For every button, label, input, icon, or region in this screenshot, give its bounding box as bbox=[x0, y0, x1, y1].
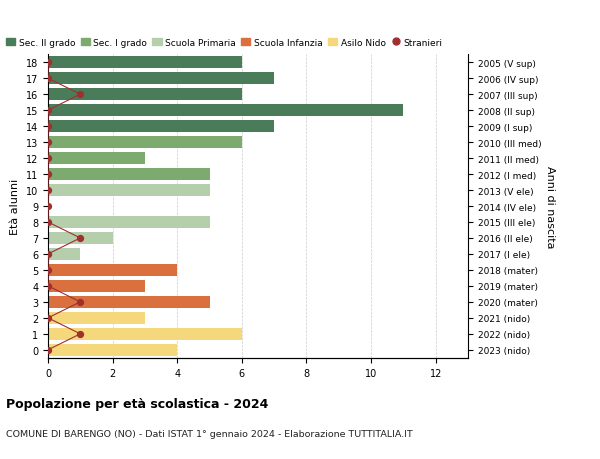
Bar bbox=[48, 137, 242, 149]
Point bbox=[76, 91, 85, 99]
Point bbox=[43, 187, 53, 194]
Bar bbox=[48, 264, 177, 276]
Point bbox=[43, 139, 53, 146]
Text: COMUNE DI BARENGO (NO) - Dati ISTAT 1° gennaio 2024 - Elaborazione TUTTITALIA.IT: COMUNE DI BARENGO (NO) - Dati ISTAT 1° g… bbox=[6, 429, 413, 438]
Point bbox=[43, 107, 53, 115]
Text: Popolazione per età scolastica - 2024: Popolazione per età scolastica - 2024 bbox=[6, 397, 268, 410]
Point bbox=[76, 235, 85, 242]
Point bbox=[43, 123, 53, 130]
Bar bbox=[48, 89, 242, 101]
Bar bbox=[48, 169, 209, 181]
Y-axis label: Anni di nascita: Anni di nascita bbox=[545, 165, 555, 248]
Point bbox=[43, 155, 53, 162]
Point bbox=[43, 251, 53, 258]
Bar bbox=[48, 217, 209, 229]
Bar bbox=[48, 232, 113, 244]
Point bbox=[43, 267, 53, 274]
Y-axis label: Età alunni: Età alunni bbox=[10, 179, 20, 235]
Bar bbox=[48, 248, 80, 260]
Legend: Sec. II grado, Sec. I grado, Scuola Primaria, Scuola Infanzia, Asilo Nido, Stran: Sec. II grado, Sec. I grado, Scuola Prim… bbox=[6, 39, 443, 48]
Bar bbox=[48, 280, 145, 292]
Bar bbox=[48, 185, 209, 196]
Point bbox=[76, 298, 85, 306]
Bar bbox=[48, 105, 403, 117]
Point bbox=[76, 330, 85, 338]
Point bbox=[43, 283, 53, 290]
Point bbox=[43, 171, 53, 179]
Point bbox=[43, 314, 53, 322]
Point bbox=[43, 347, 53, 354]
Point bbox=[43, 203, 53, 210]
Bar bbox=[48, 312, 145, 324]
Bar bbox=[48, 328, 242, 340]
Point bbox=[43, 219, 53, 226]
Point bbox=[43, 75, 53, 83]
Bar bbox=[48, 73, 274, 85]
Bar bbox=[48, 153, 145, 165]
Bar bbox=[48, 57, 242, 69]
Point bbox=[43, 59, 53, 67]
Bar bbox=[48, 344, 177, 356]
Bar bbox=[48, 296, 209, 308]
Bar bbox=[48, 121, 274, 133]
